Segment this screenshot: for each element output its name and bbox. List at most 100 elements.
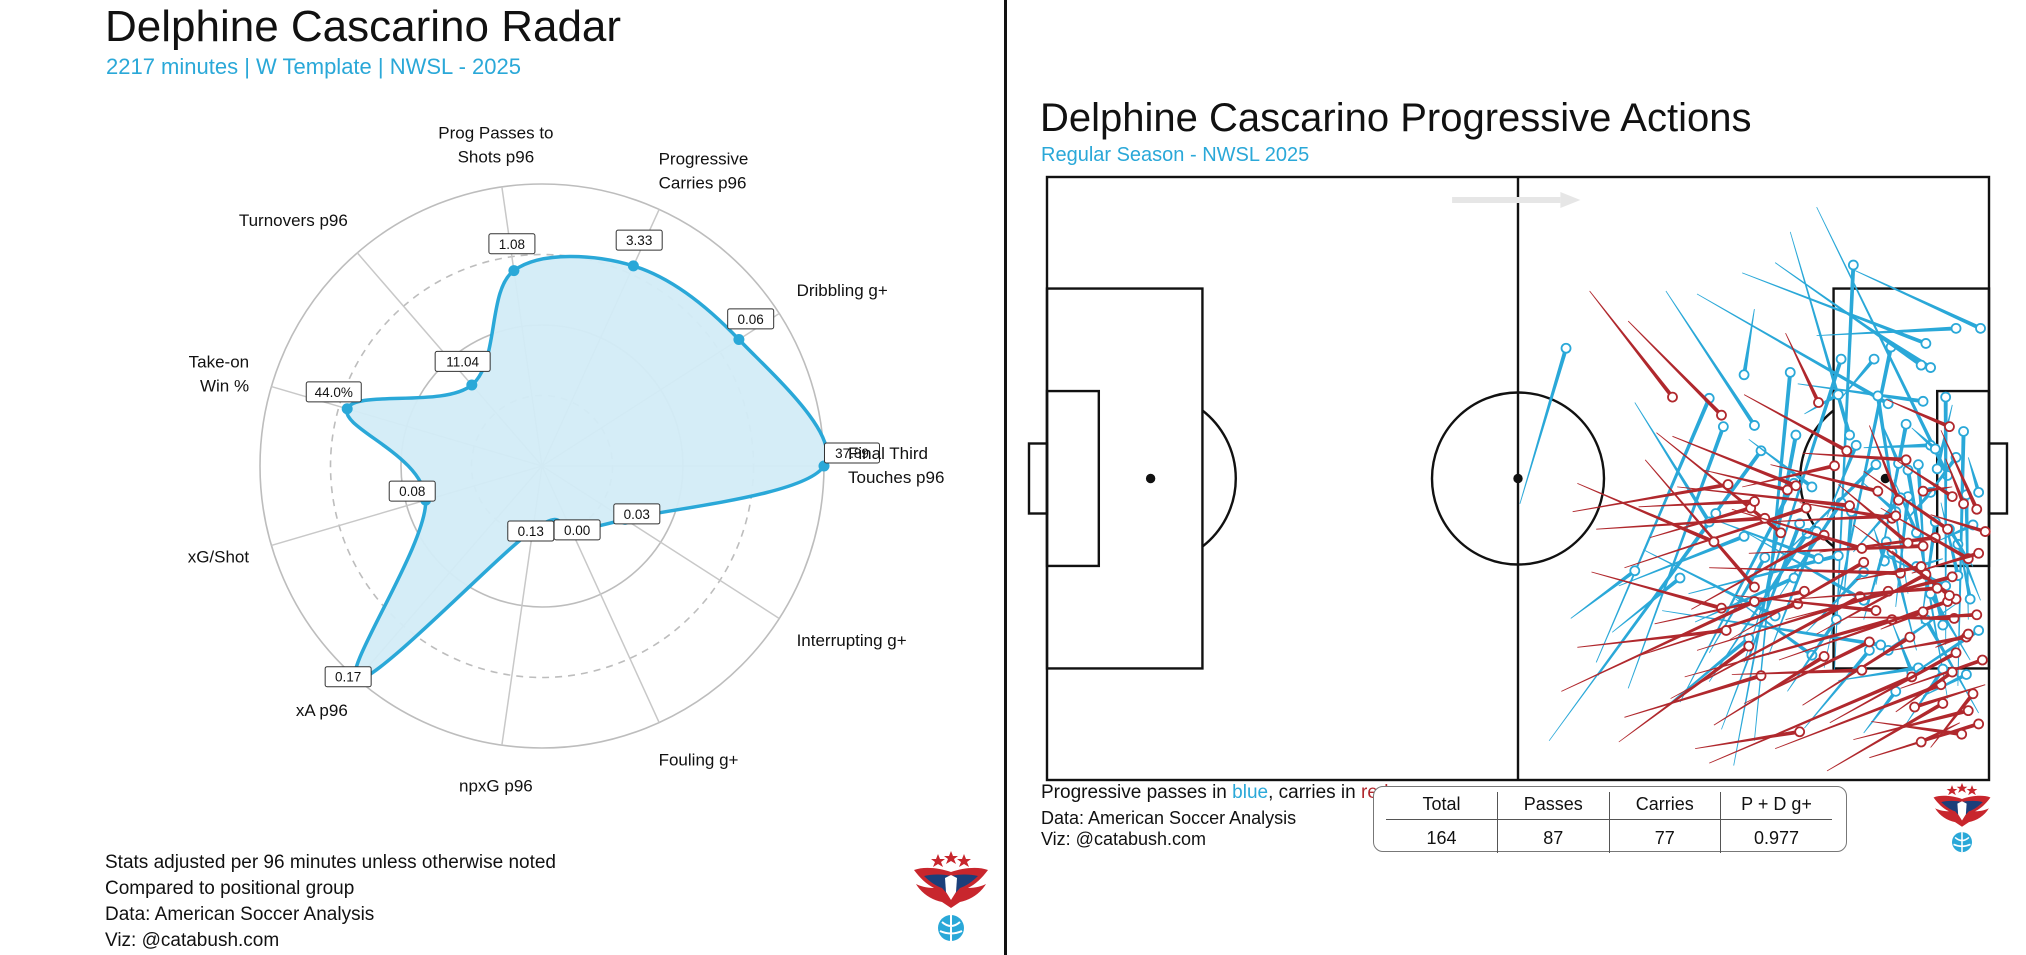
carry-end-marker — [1872, 485, 1884, 497]
carry-end-marker — [1790, 480, 1802, 492]
carry-line — [1591, 571, 1722, 611]
value-label-box — [488, 233, 536, 255]
pass-line — [1612, 576, 1682, 633]
carry-end-marker — [1971, 609, 1983, 621]
carry-line — [1829, 651, 1957, 724]
pass-end-marker — [1929, 443, 1941, 455]
radar-value-label: 37.89 — [824, 442, 880, 464]
carry-end-marker — [1917, 540, 1929, 552]
radar-value-label: 0.13 — [507, 520, 555, 542]
pass-end-marker — [1872, 390, 1884, 402]
carry-line — [1945, 458, 1966, 505]
carry-line — [1561, 599, 1756, 692]
carry-line — [1577, 483, 1715, 544]
carry-line — [1785, 333, 1821, 404]
radar-axis-label: Prog Passes to — [438, 123, 553, 142]
value-label-box — [553, 519, 601, 541]
carry-end-marker — [1979, 526, 1991, 537]
pitch-chart — [1027, 175, 2009, 782]
carry-line — [1703, 469, 1788, 492]
carry-line — [1670, 594, 1861, 699]
carry-end-marker — [1870, 605, 1882, 616]
carry-line — [1572, 482, 1729, 513]
value-label-text: 11.04 — [446, 354, 479, 369]
pass-end-marker — [1832, 389, 1844, 401]
carry-line — [1802, 452, 1907, 462]
carry-line — [1731, 508, 1863, 551]
value-label-text: 0.06 — [738, 312, 764, 327]
carry-end-marker — [1813, 397, 1824, 408]
carry-line — [1775, 682, 1942, 749]
pass-end-marker — [1784, 366, 1796, 378]
carry-end-marker — [1950, 647, 1962, 659]
carry-line — [1731, 668, 1862, 675]
pass-line — [1679, 482, 1796, 703]
table-value-total: 164 — [1426, 828, 1457, 848]
radar-subtitle: 2217 minutes | W Template | NWSL - 2025 — [106, 54, 521, 79]
carry-end-marker — [1971, 503, 1983, 515]
value-label-text: 1.08 — [499, 237, 525, 252]
value-label-text: 0.13 — [518, 524, 544, 539]
carry-line — [1691, 533, 1826, 610]
pass-line — [1853, 496, 1902, 553]
carry-end-marker — [1856, 664, 1868, 676]
value-label-box — [615, 229, 663, 251]
carry-end-marker — [1944, 590, 1955, 601]
pitch-source: Data: American Soccer Analysis — [1041, 808, 1297, 828]
radar-axis-label: xG/Shot — [188, 547, 250, 566]
pass-line — [1863, 541, 1889, 620]
center-spot — [1513, 473, 1523, 484]
pass-end-marker — [1915, 359, 1927, 371]
radar-point — [627, 260, 639, 272]
pass-line — [1891, 621, 1914, 673]
pass-line — [1618, 534, 1745, 587]
pass-line — [1665, 290, 1757, 427]
radar-axis-label: Progressive — [659, 149, 749, 168]
value-label-text: 3.33 — [626, 233, 652, 248]
pass-end-marker — [1964, 593, 1976, 605]
pass-end-marker — [1759, 552, 1771, 563]
value-label-box — [434, 350, 491, 372]
value-label-box — [388, 480, 436, 502]
carry-line — [1880, 609, 1924, 630]
radar-title: Delphine Cascarino Radar — [105, 2, 622, 51]
stats-table: Total Passes Carries P + D g+ 164 87 77 … — [1373, 786, 1847, 853]
carry-line — [1900, 658, 1984, 689]
carry-line — [1869, 425, 1901, 501]
pass-line — [1838, 665, 1919, 681]
legend-prefix: Progressive passes in — [1041, 782, 1233, 803]
radar-axis-label: xA p96 — [296, 701, 348, 720]
pass-end-marker — [1738, 530, 1750, 542]
pass-end-marker — [1960, 669, 1972, 680]
pass-end-marker — [1973, 486, 1985, 498]
pass-end-marker — [1920, 338, 1932, 349]
pass-end-marker — [1940, 391, 1952, 403]
carry-line — [1713, 654, 1826, 726]
left-six-yard-box — [1045, 389, 1101, 568]
carry-line — [1785, 574, 1953, 620]
carry-end-marker — [1944, 421, 1955, 433]
radar-axis-label: Fouling g+ — [659, 751, 739, 770]
carry-end-marker — [1909, 701, 1920, 713]
radar-axis-label: Final Third — [848, 444, 928, 463]
pitch-viz: Viz: @catabush.com — [1041, 829, 1207, 849]
carry-end-marker — [1893, 494, 1904, 506]
pass-line — [1742, 309, 1755, 376]
carry-line — [1911, 551, 1980, 574]
carry-end-marker — [1749, 496, 1760, 507]
carry-line — [1914, 684, 1986, 709]
radar-value-label: 0.03 — [613, 503, 661, 525]
radar-axis-label: Carries p96 — [659, 173, 747, 192]
pass-end-marker — [1674, 572, 1686, 584]
carry-line — [1627, 320, 1723, 417]
pass-end-marker — [1749, 420, 1760, 431]
carry-line — [1624, 673, 1762, 718]
pass-end-marker — [1806, 481, 1818, 493]
carry-line — [1880, 507, 1970, 561]
pass-end-marker — [1832, 550, 1844, 562]
pass-line — [1789, 231, 1852, 436]
pass-line — [1742, 272, 1927, 346]
radar-axis-label: Interrupting g+ — [797, 631, 907, 650]
pass-end-marker — [1755, 445, 1767, 457]
carry-end-marker — [1915, 561, 1927, 572]
